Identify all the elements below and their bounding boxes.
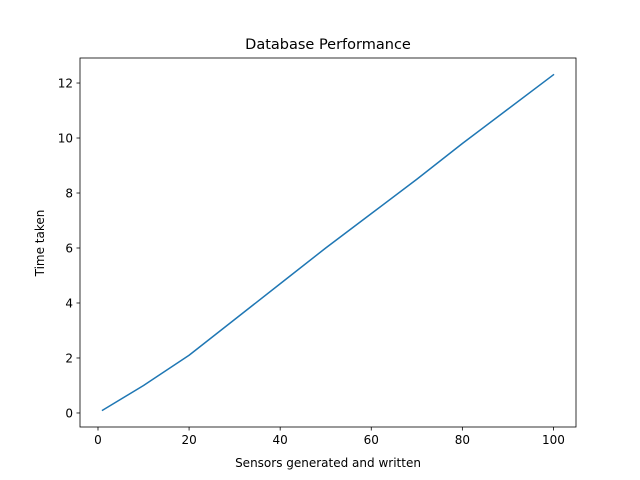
series-line-0 [101, 73, 555, 412]
x-tick-label: 0 [94, 433, 102, 447]
y-tick-label: 12 [58, 76, 73, 90]
x-axis-ticks: 0 20 40 60 80 100 [94, 427, 565, 447]
plot-area [79, 57, 577, 428]
y-tick-label: 4 [65, 296, 73, 310]
y-tick-label: 6 [65, 241, 73, 255]
x-tick-label: 40 [273, 433, 288, 447]
y-axis-label: Time taken [33, 210, 47, 278]
y-tick-label: 2 [65, 351, 73, 365]
axes-frame [79, 57, 577, 428]
x-tick-label: 80 [455, 433, 470, 447]
x-tick-label: 100 [542, 433, 565, 447]
y-axis-ticks: 0 2 4 6 8 10 12 [58, 76, 80, 420]
y-tick-label: 0 [65, 406, 73, 420]
chart-title: Database Performance [245, 37, 411, 53]
x-tick-label: 60 [364, 433, 379, 447]
x-tick-label: 20 [181, 433, 196, 447]
x-axis-label: Sensors generated and written [235, 456, 421, 470]
y-tick-label: 8 [65, 186, 73, 200]
y-tick-label: 10 [58, 131, 73, 145]
